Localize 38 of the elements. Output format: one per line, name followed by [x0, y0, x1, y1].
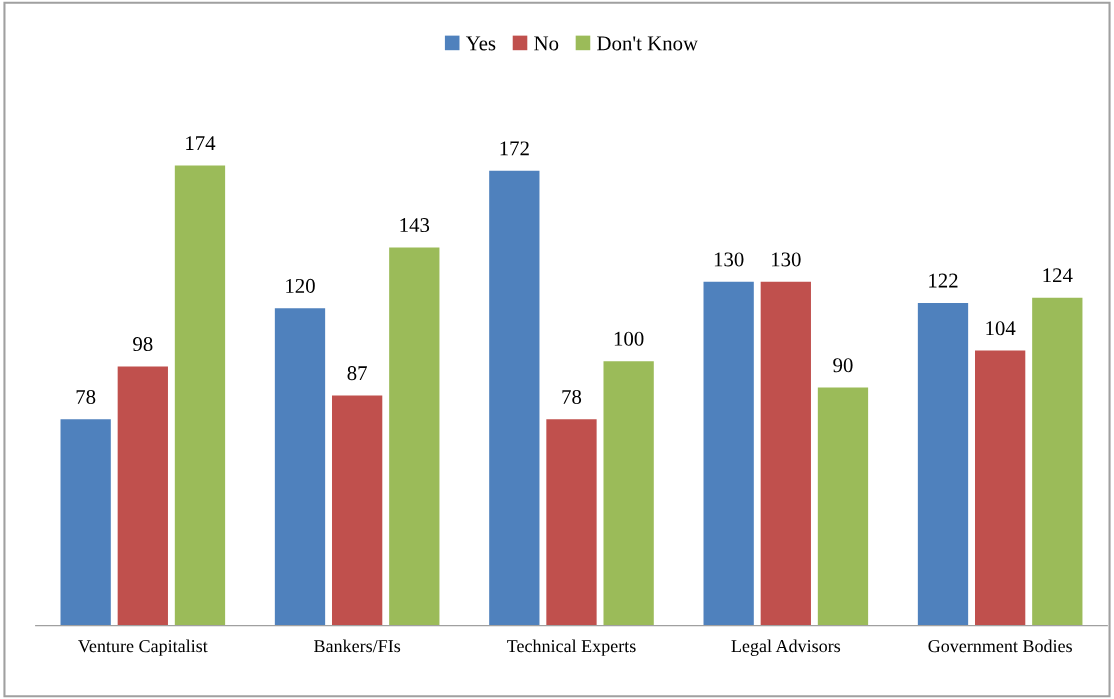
legend-label: No [534, 36, 559, 51]
bar [60, 419, 111, 626]
data-label: 172 [500, 141, 529, 156]
data-label: 98 [133, 337, 153, 352]
bar [174, 165, 226, 626]
bar [760, 281, 811, 626]
x-tick-label: Legal Advisors [731, 639, 841, 656]
data-label: 78 [562, 389, 582, 404]
bar [603, 361, 654, 626]
legend-label: Don't Know [597, 36, 698, 51]
data-label: 174 [186, 136, 216, 150]
bar [332, 395, 383, 626]
data-label: 90 [833, 358, 853, 373]
bar [546, 419, 597, 626]
bar [389, 247, 440, 626]
data-label: 130 [714, 252, 744, 267]
data-label: 104 [986, 321, 1016, 336]
data-label: 122 [929, 273, 958, 288]
data-label: 87 [347, 366, 367, 381]
bar [1032, 297, 1083, 626]
data-label: 78 [76, 389, 96, 404]
x-tick-label: Technical Experts [507, 639, 636, 656]
data-label: 143 [400, 218, 430, 233]
data-label: 130 [772, 252, 801, 267]
data-label: 100 [614, 331, 644, 346]
x-tick-label: Venture Capitalist [78, 639, 208, 656]
legend-label: Yes [465, 36, 496, 51]
x-tick-label: Bankers/FIs [314, 639, 401, 653]
bar [489, 170, 540, 626]
bar [117, 366, 168, 626]
data-label: 120 [286, 278, 315, 293]
bar [274, 308, 326, 626]
x-tick-label: Government Bodies [928, 639, 1072, 653]
data-label: 124 [1043, 268, 1073, 283]
bar [917, 302, 969, 626]
bar [817, 387, 869, 626]
bar [703, 281, 754, 626]
bar [975, 350, 1026, 626]
